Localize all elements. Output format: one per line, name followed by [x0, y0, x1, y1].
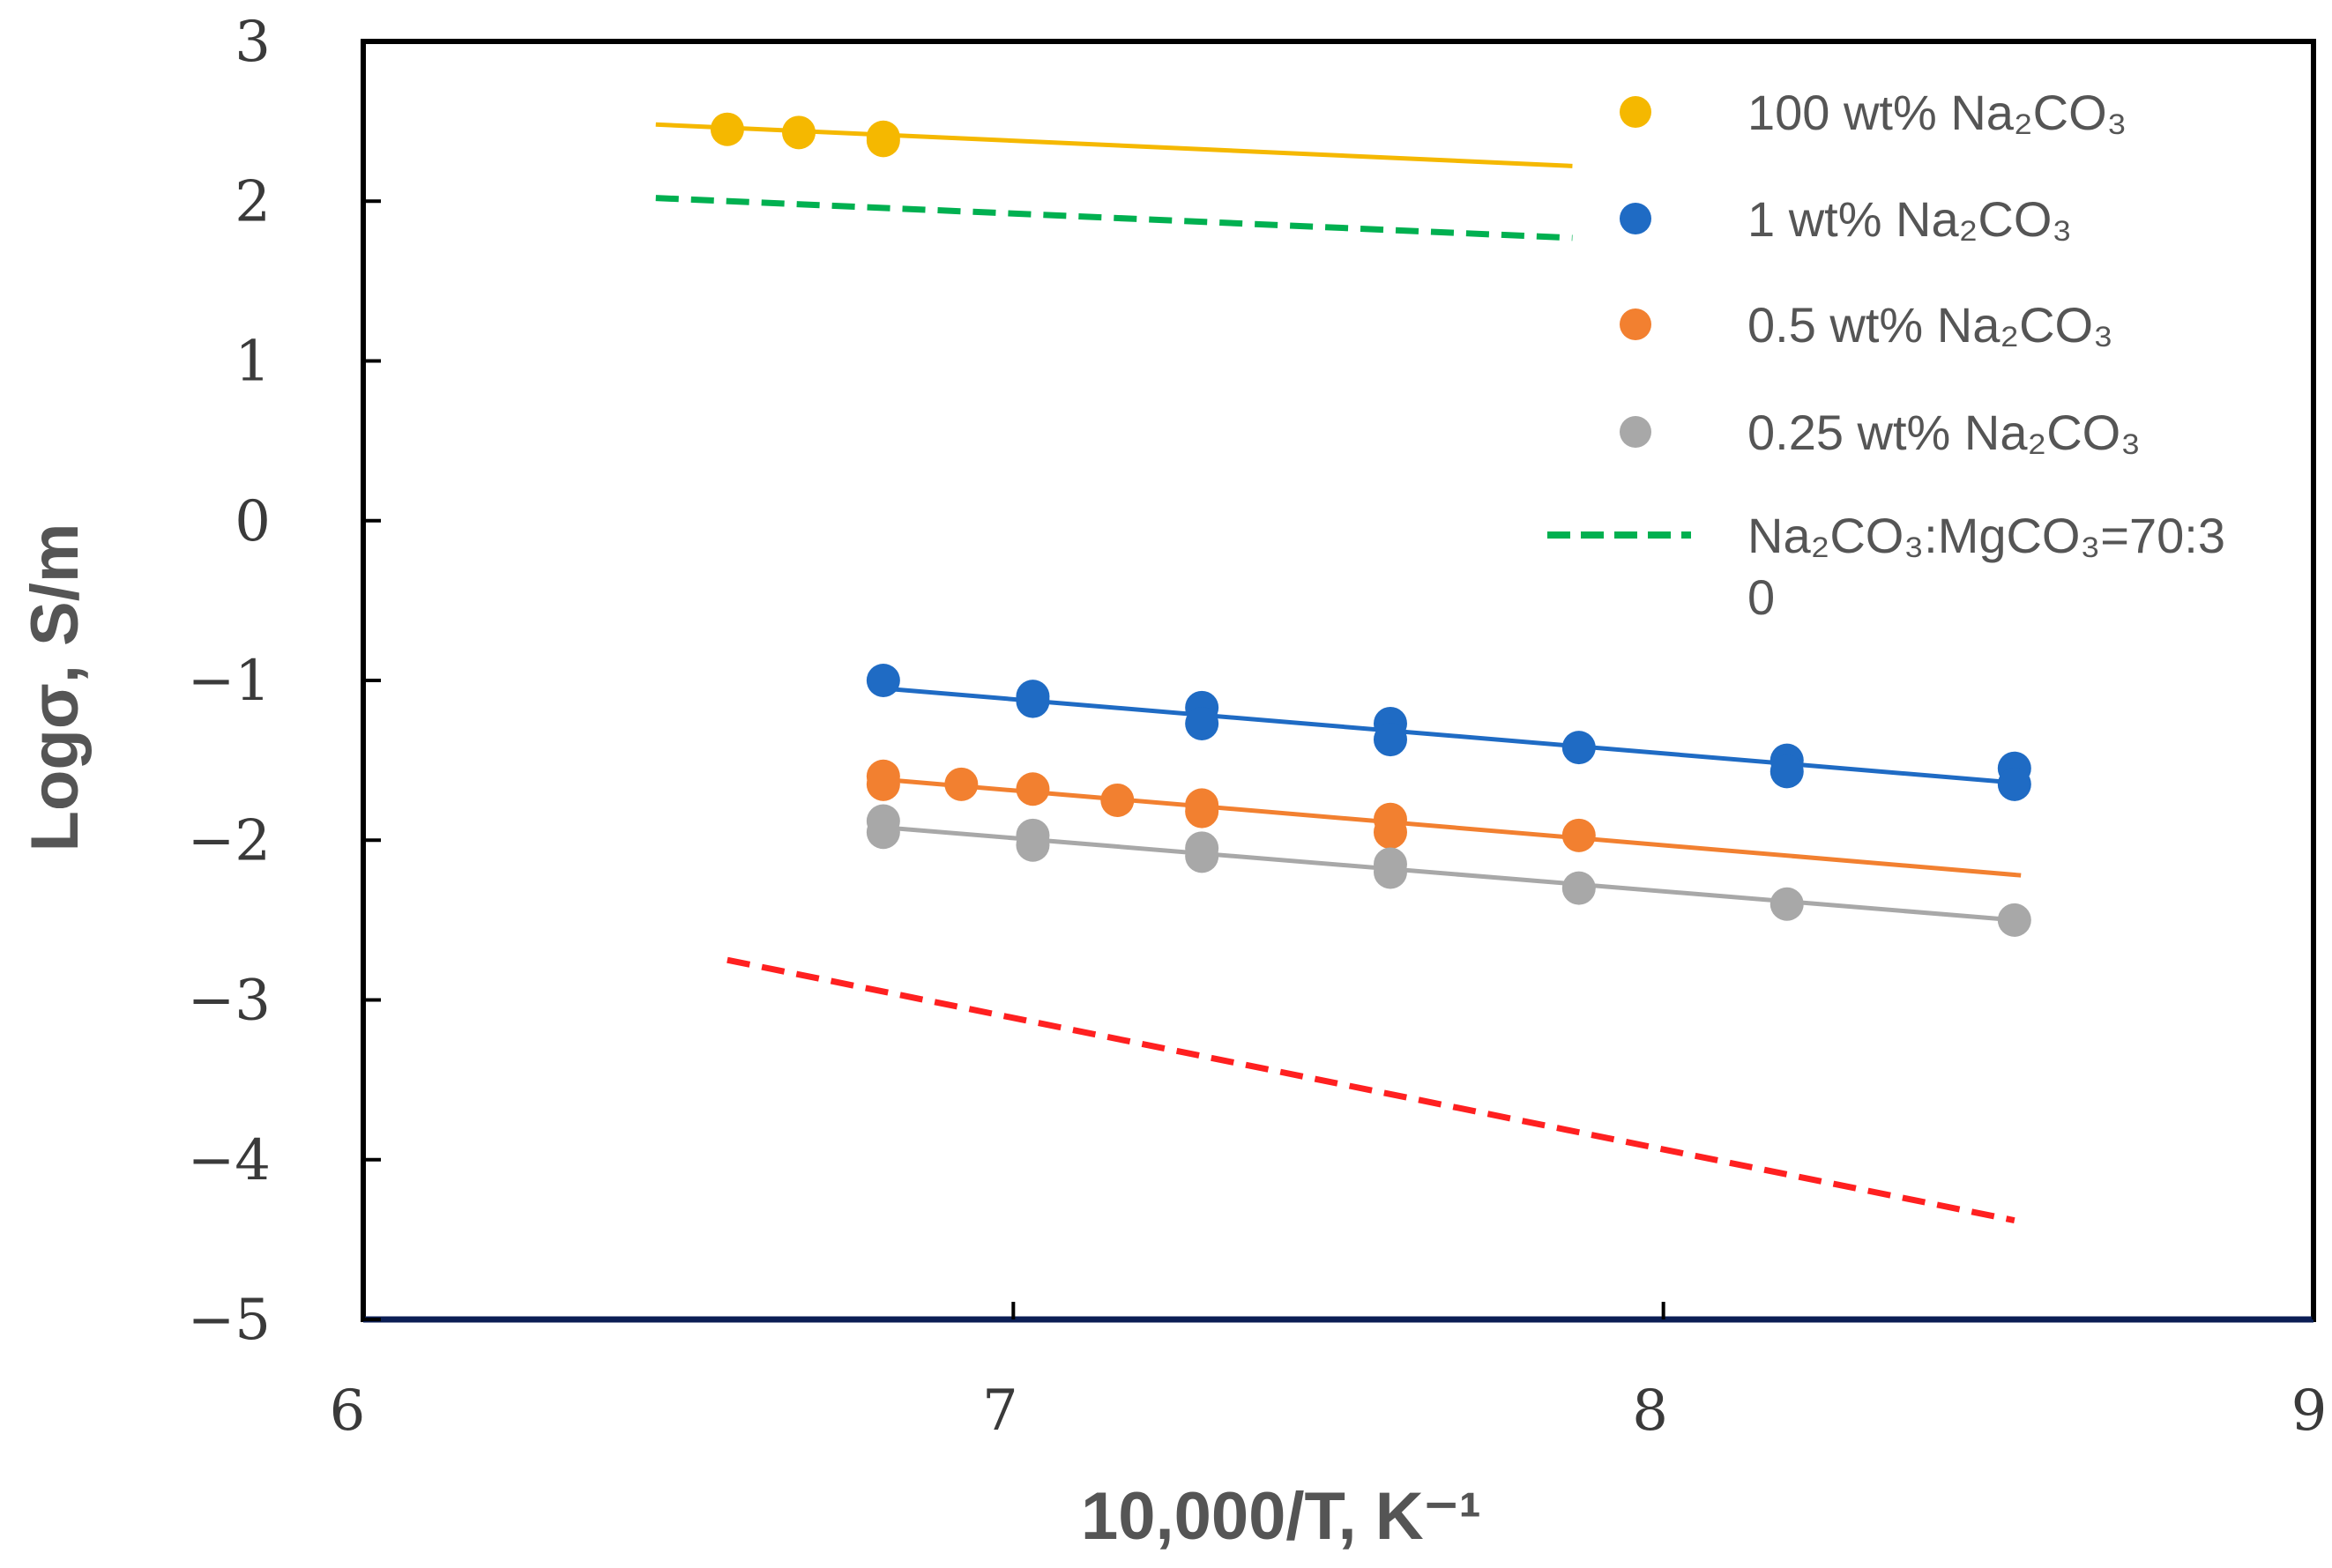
data-point: [1373, 815, 1407, 850]
y-tick-label: −3: [188, 969, 271, 1034]
legend-item: 0.25 wt% Na₂CO₃: [1620, 405, 2141, 460]
series-3: [866, 804, 2031, 937]
data-point: [782, 115, 816, 150]
series-5: [726, 956, 2015, 1224]
series-2: [866, 759, 2022, 878]
x-tick-label: 9: [2291, 1379, 2328, 1444]
y-tick-label: 3: [235, 10, 271, 75]
series-layer: [655, 112, 2031, 1224]
legend: 100 wt% Na₂CO₃ 1 wt% Na₂CO₃ 0.5 wt% Na₂CO₃…: [1547, 85, 2225, 625]
data-point: [1769, 887, 1804, 921]
data-point: [1185, 706, 1219, 740]
x-axis-title: 10,000/T, K⁻¹: [1081, 1479, 1481, 1554]
data-point: [866, 123, 900, 158]
legend-label: 0.25 wt% Na₂CO₃: [1747, 405, 2141, 460]
y-tick-label: −4: [188, 1128, 271, 1193]
data-point: [944, 767, 979, 801]
data-point: [866, 664, 900, 697]
data-point: [1100, 783, 1135, 817]
y-axis-title: Logσ, S/m: [18, 524, 93, 852]
y-tick-label: −1: [188, 649, 271, 714]
x-tick-label: 8: [1632, 1379, 1668, 1444]
trend-line: [883, 777, 2022, 878]
data-point: [866, 767, 900, 801]
legend-label: Na₂CO₃:MgCO₃=70:3: [1747, 508, 2225, 563]
data-point: [1561, 818, 1596, 852]
data-point: [1997, 767, 2031, 801]
y-tick-label: 0: [235, 489, 271, 554]
series-4: [655, 195, 1573, 242]
data-point: [1561, 731, 1596, 765]
series-0: [655, 112, 1573, 168]
legend-label-continued: 0: [1747, 569, 1775, 625]
legend-item: 1 wt% Na₂CO₃: [1620, 191, 2072, 247]
series-1: [866, 664, 2031, 801]
y-tick-label: 1: [235, 330, 271, 395]
x-tick-label: 7: [982, 1379, 1018, 1444]
data-point: [1185, 839, 1219, 873]
legend-swatch: [1620, 416, 1651, 448]
x-tick-label: 6: [330, 1379, 366, 1444]
data-point: [1373, 723, 1407, 757]
legend-label: 1 wt% Na₂CO₃: [1747, 191, 2072, 247]
y-axis-ticks: 3 2 1 0 −1 −2 −3 −4 −5: [188, 10, 381, 1353]
y-tick-label: 2: [235, 169, 271, 234]
y-tick-label: −2: [188, 808, 271, 873]
dashed-line: [655, 195, 1573, 242]
data-point: [1016, 772, 1050, 806]
legend-swatch: [1620, 203, 1651, 234]
trend-line: [883, 825, 2015, 923]
data-point: [1769, 754, 1804, 789]
data-point: [1016, 828, 1050, 862]
data-point: [1373, 855, 1407, 889]
legend-item: Na₂CO₃:MgCO₃=70:3 0: [1547, 508, 2225, 625]
trend-line: [883, 686, 2015, 785]
y-tick-label: −5: [188, 1288, 271, 1353]
legend-item: 0.5 wt% Na₂CO₃: [1620, 297, 2113, 353]
x-axis-ticks: 6 7 8 9: [330, 1302, 2328, 1444]
data-point: [1997, 903, 2031, 937]
data-point: [1016, 684, 1050, 718]
legend-label: 100 wt% Na₂CO₃: [1747, 85, 2127, 140]
data-point: [866, 815, 900, 850]
plot-area: [361, 39, 2316, 1322]
data-point: [1561, 871, 1596, 905]
legend-label: 0.5 wt% Na₂CO₃: [1747, 297, 2113, 353]
dashed-line: [726, 956, 2015, 1224]
legend-item: 100 wt% Na₂CO₃: [1620, 85, 2127, 140]
legend-swatch: [1620, 308, 1651, 340]
data-point: [1185, 794, 1219, 829]
legend-swatch: [1620, 96, 1651, 128]
data-point: [710, 112, 744, 146]
